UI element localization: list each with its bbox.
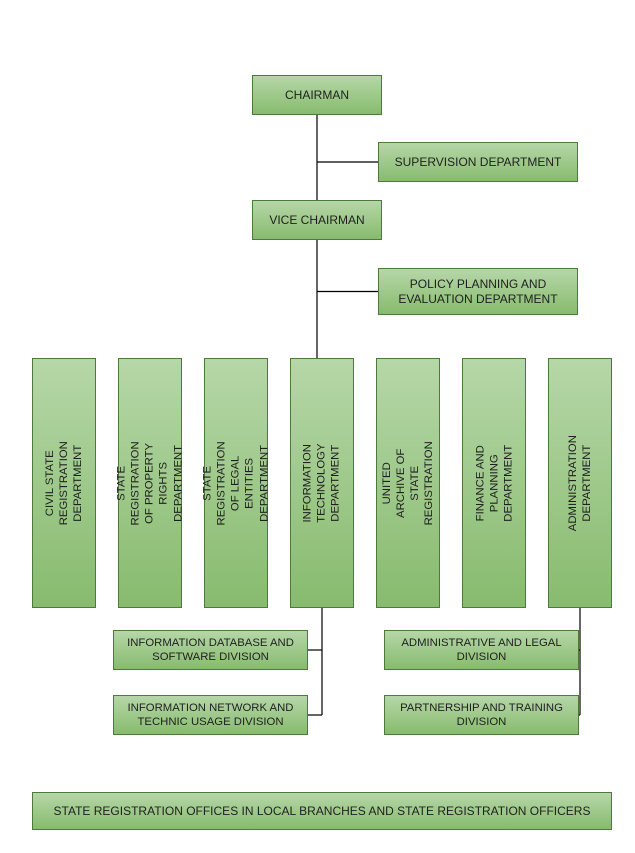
label: STATE REGISTRATION OF PROPERTY RIGHTS DE…	[115, 441, 186, 525]
node-chairman: CHAIRMAN	[252, 75, 382, 115]
node-dept-legal: STATE REGISTRATION OF LEGAL ENTITIES DEP…	[204, 358, 268, 608]
node-sub-it-network: INFORMATION NETWORK AND TECHNIC USAGE DI…	[113, 695, 308, 735]
node-sub-admin-train: PARTNERSHIP AND TRAINING DIVISION	[384, 695, 579, 735]
label: PARTNERSHIP AND TRAINING DIVISION	[391, 701, 572, 729]
label: SUPERVISION DEPARTMENT	[395, 155, 562, 170]
label: ADMINISTRATIVE AND LEGAL DIVISION	[391, 636, 572, 664]
label: INFORMATION NETWORK AND TECHNIC USAGE DI…	[120, 701, 301, 729]
label: UNITED ARCHIVE OF STATE REGISTRATION	[380, 441, 437, 525]
org-chart: CHAIRMAN SUPERVISION DEPARTMENT VICE CHA…	[0, 0, 635, 853]
label: STATE REGISTRATION OFFICES IN LOCAL BRAN…	[54, 804, 591, 819]
node-supervision: SUPERVISION DEPARTMENT	[378, 142, 578, 182]
label: VICE CHAIRMAN	[269, 213, 364, 228]
label: STATE REGISTRATION OF LEGAL ENTITIES DEP…	[201, 441, 272, 525]
node-sub-it-db: INFORMATION DATABASE AND SOFTWARE DIVISI…	[113, 630, 308, 670]
node-dept-it: INFORMATION TECHNOLOGY DEPARTMENT	[290, 358, 354, 608]
node-policy: POLICY PLANNING AND EVALUATION DEPARTMEN…	[378, 268, 578, 315]
node-dept-archive: UNITED ARCHIVE OF STATE REGISTRATION	[376, 358, 440, 608]
node-dept-finance: FINANCE AND PLANNING DEPARTMENT	[462, 358, 526, 608]
label: CHAIRMAN	[285, 88, 349, 103]
label: CIVIL STATE REGISTRATION DEPARTMENT	[43, 441, 85, 525]
label: INFORMATION DATABASE AND SOFTWARE DIVISI…	[120, 636, 301, 664]
label: INFORMATION TECHNOLOGY DEPARTMENT	[301, 443, 343, 522]
node-dept-admin: ADMINISTRATION DEPARTMENT	[548, 358, 612, 608]
node-sub-admin-legal: ADMINISTRATIVE AND LEGAL DIVISION	[384, 630, 579, 670]
node-dept-civil: CIVIL STATE REGISTRATION DEPARTMENT	[32, 358, 96, 608]
label: ADMINISTRATION DEPARTMENT	[566, 435, 594, 531]
node-vice-chairman: VICE CHAIRMAN	[252, 200, 382, 240]
node-footer: STATE REGISTRATION OFFICES IN LOCAL BRAN…	[32, 792, 612, 830]
label: POLICY PLANNING AND EVALUATION DEPARTMEN…	[385, 277, 571, 307]
node-dept-property: STATE REGISTRATION OF PROPERTY RIGHTS DE…	[118, 358, 182, 608]
label: FINANCE AND PLANNING DEPARTMENT	[473, 445, 515, 522]
